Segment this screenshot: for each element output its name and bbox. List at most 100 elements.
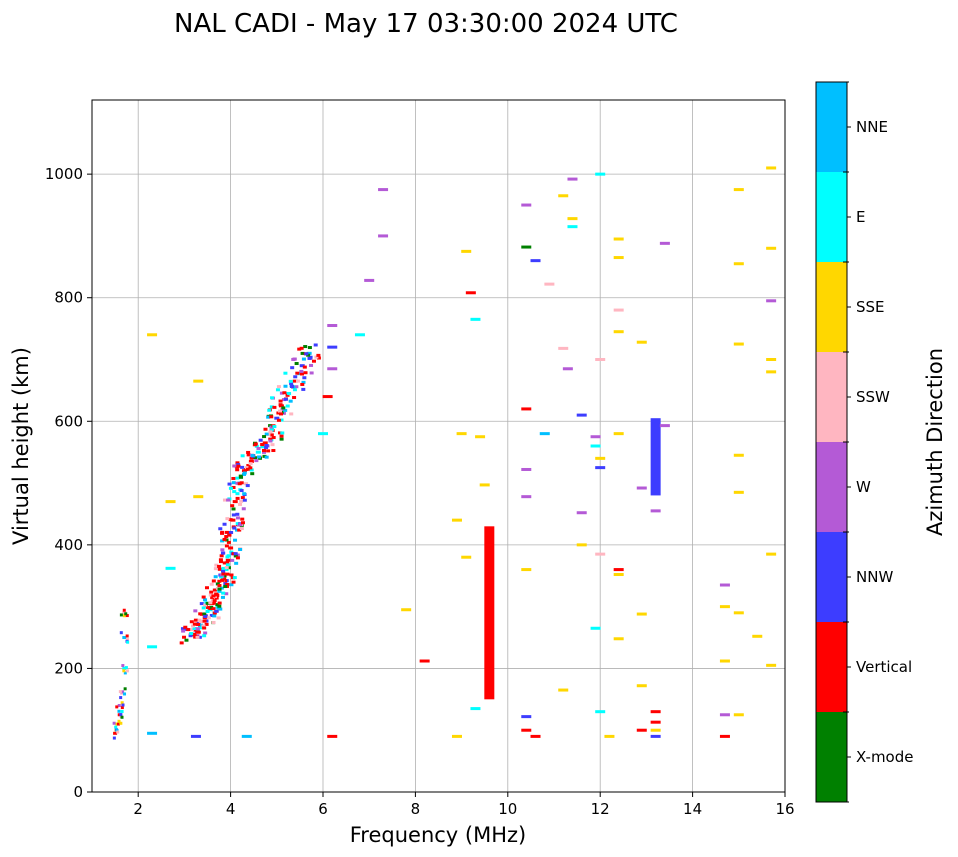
scatter-echo: [558, 688, 569, 692]
main-trace-echo: [197, 618, 202, 622]
scatter-echo: [595, 466, 606, 470]
main-trace-echo: [295, 379, 300, 383]
colorbar-label: SSW: [856, 388, 890, 406]
main-trace-echo: [280, 431, 285, 435]
main-trace-echo: [202, 634, 207, 638]
main-trace-echo: [292, 396, 297, 400]
scatter-echo: [733, 611, 744, 615]
main-trace-echo: [240, 454, 245, 458]
main-trace-echo: [210, 596, 215, 600]
scatter-echo: [613, 237, 624, 241]
main-trace-echo: [235, 492, 240, 496]
main-trace-echo: [225, 563, 230, 567]
main-trace-echo: [224, 530, 229, 534]
main-trace-echo: [217, 601, 222, 605]
scatter-echo: [636, 486, 647, 490]
main-trace-echo: [180, 627, 185, 631]
main-trace-echo: [220, 548, 225, 552]
main-trace-echo: [281, 406, 286, 410]
main-trace-echo: [299, 372, 304, 376]
low-frequency-echo: [124, 666, 128, 670]
main-trace-echo: [250, 472, 255, 476]
main-trace-echo: [270, 427, 275, 431]
scatter-echo: [530, 259, 541, 263]
main-trace-echo: [275, 388, 280, 392]
main-trace-echo: [224, 592, 229, 596]
main-trace-echo: [218, 560, 223, 564]
main-trace-echo: [268, 439, 273, 443]
main-trace-echo: [303, 345, 308, 349]
main-trace-echo: [206, 616, 211, 620]
low-frequency-echo: [115, 728, 119, 732]
main-trace-echo: [271, 436, 276, 440]
main-trace-echo: [204, 622, 209, 626]
main-trace-echo: [238, 523, 243, 527]
main-trace-echo: [283, 397, 288, 401]
main-trace-echo: [262, 441, 268, 445]
main-trace-echo: [268, 437, 273, 441]
main-trace-echo: [186, 628, 191, 632]
main-trace-echo: [218, 607, 223, 611]
low-frequency-echo: [116, 722, 120, 726]
colorbar-label: NNW: [856, 568, 893, 586]
scatter-echo: [766, 663, 777, 667]
main-trace-echo: [219, 554, 224, 558]
y-tick-label: 600: [54, 412, 83, 430]
main-trace-echo: [215, 582, 220, 586]
scatter-echo: [650, 728, 661, 732]
scatter-echo: [461, 555, 472, 559]
main-trace-echo: [204, 586, 209, 590]
main-trace-echo: [241, 472, 246, 476]
main-trace-echo: [301, 357, 306, 361]
main-trace-echo: [229, 573, 234, 577]
plot-frame: [91, 99, 786, 793]
main-trace-echo: [221, 591, 226, 595]
main-trace-echo: [253, 442, 258, 446]
main-trace-echo: [222, 574, 227, 578]
scatter-echo: [327, 345, 338, 349]
main-trace-echo: [238, 502, 243, 506]
scatter-echo: [241, 734, 252, 738]
main-trace-echo: [244, 482, 249, 486]
low-frequency-echo: [121, 690, 125, 694]
main-trace-echo: [231, 580, 236, 584]
main-trace-echo: [276, 411, 281, 415]
main-trace-echo: [278, 403, 283, 407]
main-trace-echo: [189, 620, 194, 624]
main-trace-echo: [240, 465, 245, 469]
main-trace-echo: [272, 405, 277, 409]
colorbar: X-mode Vertical NNW W SSW SSE E NNE: [815, 81, 913, 803]
main-trace-echo: [221, 569, 226, 573]
main-trace-echo: [212, 611, 217, 615]
main-trace-echo: [211, 607, 216, 611]
main-trace-echo: [222, 561, 227, 565]
colorbar-label: Vertical: [856, 658, 912, 676]
scatter-echo: [613, 573, 624, 577]
scatter-echo: [558, 346, 569, 350]
scatter-echo: [595, 710, 606, 714]
low-frequency-echo: [125, 614, 129, 618]
colorbar-frame: [815, 81, 848, 803]
main-trace-echo: [297, 347, 302, 351]
main-trace-echo: [228, 486, 233, 490]
scatter-echo: [354, 333, 365, 337]
main-trace-echo: [227, 533, 232, 537]
vertical-echo-column: [484, 526, 495, 700]
colorbar-segment: [816, 352, 847, 442]
main-trace-echo: [248, 462, 253, 466]
main-trace-echo: [203, 614, 208, 618]
main-trace-echo: [217, 583, 222, 587]
main-trace-echo: [189, 632, 194, 636]
main-trace-echo: [241, 507, 246, 511]
main-trace-echo: [208, 601, 213, 605]
low-frequency-echo: [117, 709, 121, 713]
scatter-echo: [733, 262, 744, 266]
main-trace-echo: [242, 492, 247, 496]
main-trace-echo: [285, 393, 290, 397]
main-trace-echo: [278, 409, 283, 413]
main-trace-echo: [293, 375, 298, 379]
main-trace-echo: [262, 454, 267, 458]
axis-ticks: 2 4 6 8 10 12 14 16 0 200 400 600 800 1000: [45, 165, 795, 818]
x-tick-label: 4: [226, 800, 236, 818]
